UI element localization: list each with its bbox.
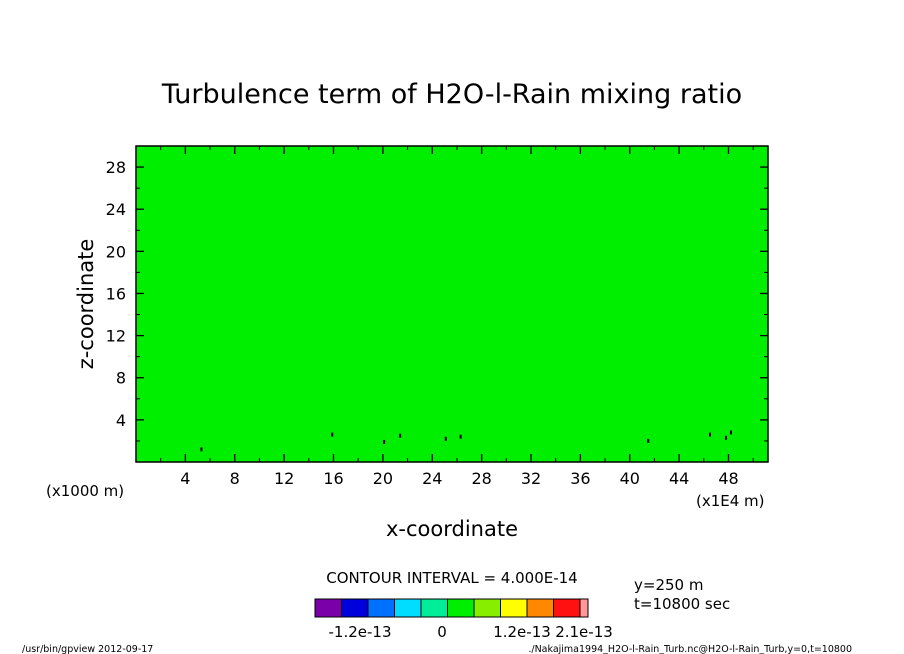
colorbar-label: 1.2e-13 <box>493 623 551 641</box>
x-tick-label: 12 <box>274 469 294 488</box>
contour-feature <box>708 432 711 437</box>
y-tick-label: 12 <box>106 327 126 346</box>
colorbar-swatch <box>526 598 554 618</box>
plot-frame <box>135 145 769 463</box>
annotation-t: t=10800 sec <box>634 595 730 613</box>
y-tick-label: 28 <box>106 158 126 177</box>
contour-feature <box>399 433 402 438</box>
y-tick-label: 20 <box>106 242 126 261</box>
contour-feature <box>444 436 447 441</box>
x-tick-label: 28 <box>471 469 491 488</box>
y-tick-label: 16 <box>106 284 126 303</box>
x-tick-label: 48 <box>718 469 738 488</box>
x-tick-label: 4 <box>180 469 190 488</box>
annotation-y: y=250 m <box>634 576 703 594</box>
y-axis-label: z-coordinate <box>74 239 98 370</box>
colorbar-swatch <box>367 598 395 618</box>
colorbar-label: -1.2e-13 <box>329 623 392 641</box>
x-ticks: 4 8 12 16 20 24 28 32 36 40 44 48 <box>160 146 754 488</box>
colorbar <box>314 598 589 618</box>
y-tick-label: 8 <box>116 369 126 388</box>
colorbar-swatch <box>420 598 448 618</box>
y-tick-label: 4 <box>116 411 126 430</box>
x-tick-label: 8 <box>230 469 240 488</box>
x-tick-label: 44 <box>669 469 689 488</box>
colorbar-labels: -1.2e-13 0 1.2e-13 2.1e-13 <box>329 623 613 641</box>
colorbar-swatch <box>553 598 581 618</box>
x-unit-left: (x1000 m) <box>46 482 124 500</box>
plot-area <box>135 145 769 463</box>
plot-field <box>136 146 768 462</box>
x-tick-label: 16 <box>323 469 343 488</box>
contour-feature <box>647 438 650 443</box>
footer-left: /usr/bin/gpview 2012-09-17 <box>22 644 153 654</box>
x-tick-label: 40 <box>620 469 640 488</box>
colorbar-swatch <box>314 598 342 618</box>
footer-right: ./Nakajima1994_H2O-l-Rain_Turb.nc@H2O-l-… <box>528 644 852 654</box>
contour-feature <box>459 434 462 439</box>
y-ticks: 4 8 12 16 20 24 28 <box>106 158 768 442</box>
colorbar-swatch <box>473 598 501 618</box>
x-tick-label: 20 <box>373 469 393 488</box>
contour-feature <box>331 432 334 437</box>
x-tick-label: 36 <box>570 469 590 488</box>
contour-feature <box>383 439 386 444</box>
y-tick-label: 24 <box>106 200 126 219</box>
x-tick-label: 24 <box>422 469 442 488</box>
colorbar-swatch <box>500 598 528 618</box>
contour-feature <box>729 430 732 435</box>
contour-feature <box>200 447 203 452</box>
colorbar-swatch <box>447 598 475 618</box>
small-features <box>200 430 732 452</box>
x-tick-label: 32 <box>521 469 541 488</box>
colorbar-label: 2.1e-13 <box>555 623 613 641</box>
chart-title: Turbulence term of H2O-l-Rain mixing rat… <box>161 79 742 110</box>
colorbar-swatch <box>394 598 422 618</box>
x-axis-label: x-coordinate <box>386 517 518 541</box>
x-unit-right: (x1E4 m) <box>696 492 765 510</box>
colorbar-swatch <box>341 598 369 618</box>
contour-interval-label: CONTOUR INTERVAL = 4.000E-14 <box>326 569 577 587</box>
colorbar-swatch <box>579 598 589 618</box>
colorbar-label: 0 <box>437 623 447 641</box>
contour-feature <box>725 435 728 440</box>
